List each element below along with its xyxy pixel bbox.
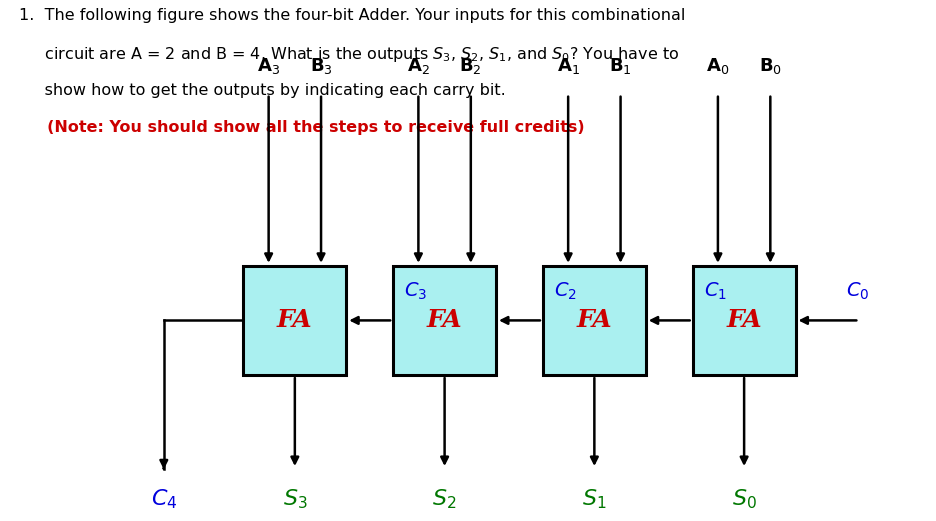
Text: $S_{1}$: $S_{1}$ bbox=[582, 487, 607, 511]
Bar bbox=[243, 266, 346, 375]
Text: 1.  The following figure shows the four-bit Adder. Your inputs for this combinat: 1. The following figure shows the four-b… bbox=[19, 8, 685, 23]
Text: $C_{0}$: $C_{0}$ bbox=[846, 281, 869, 302]
Text: $\mathbf{B}_{1}$: $\mathbf{B}_{1}$ bbox=[609, 56, 632, 76]
Text: FA: FA bbox=[726, 308, 762, 332]
Text: $\mathbf{A}_{3}$: $\mathbf{A}_{3}$ bbox=[257, 56, 280, 76]
Bar bbox=[693, 266, 796, 375]
Text: $\mathbf{B}_{3}$: $\mathbf{B}_{3}$ bbox=[310, 56, 332, 76]
Bar bbox=[543, 266, 646, 375]
Bar bbox=[393, 266, 496, 375]
Text: FA: FA bbox=[427, 308, 462, 332]
Text: $\mathbf{B}_{2}$: $\mathbf{B}_{2}$ bbox=[460, 56, 482, 76]
Text: FA: FA bbox=[577, 308, 612, 332]
Text: $\mathbf{A}_{1}$: $\mathbf{A}_{1}$ bbox=[557, 56, 579, 76]
Text: $C_{1}$: $C_{1}$ bbox=[704, 281, 727, 302]
Text: circuit are A = 2 and B = 4. What is the outputs $S_3$, $S_2$, $S_1$, and $S_0$?: circuit are A = 2 and B = 4. What is the… bbox=[19, 45, 679, 64]
Text: $S_{3}$: $S_{3}$ bbox=[283, 487, 307, 511]
Text: (Note: You should show all the steps to receive full credits): (Note: You should show all the steps to … bbox=[19, 120, 584, 135]
Text: $S_{2}$: $S_{2}$ bbox=[432, 487, 457, 511]
Text: $C_{3}$: $C_{3}$ bbox=[404, 281, 428, 302]
Text: $C_{2}$: $C_{2}$ bbox=[554, 281, 577, 302]
Text: $\mathbf{A}_{2}$: $\mathbf{A}_{2}$ bbox=[407, 56, 430, 76]
Text: $\mathbf{B}_{0}$: $\mathbf{B}_{0}$ bbox=[759, 56, 782, 76]
Text: $\mathbf{A}_{0}$: $\mathbf{A}_{0}$ bbox=[707, 56, 729, 76]
Text: show how to get the outputs by indicating each carry bit.: show how to get the outputs by indicatin… bbox=[19, 83, 505, 98]
Text: $S_{0}$: $S_{0}$ bbox=[732, 487, 756, 511]
Text: $C_{4}$: $C_{4}$ bbox=[151, 487, 177, 511]
Text: FA: FA bbox=[277, 308, 313, 332]
